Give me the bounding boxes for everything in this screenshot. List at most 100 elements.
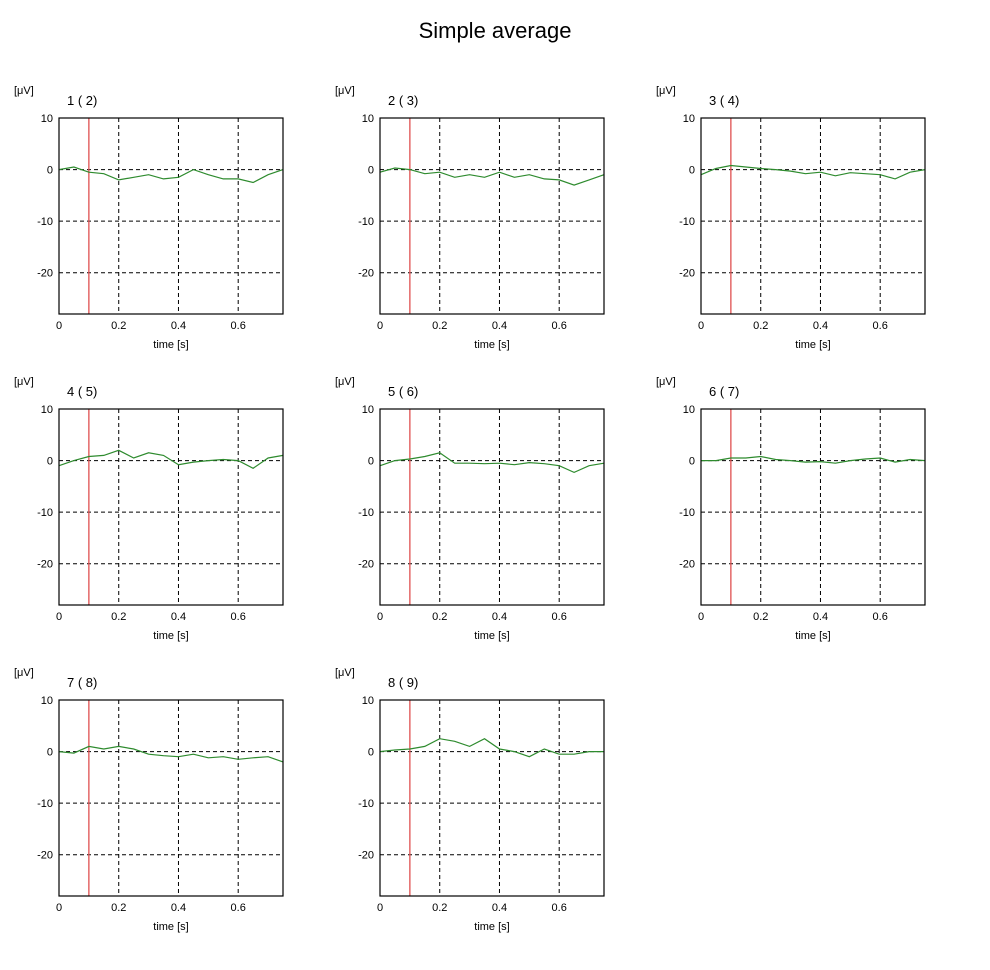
x-axis-label: time [s] xyxy=(795,630,830,642)
y-tick-label: 10 xyxy=(41,695,53,707)
y-tick-label: 10 xyxy=(362,113,374,125)
y-tick-label: 10 xyxy=(41,113,53,125)
x-tick-label: 0.6 xyxy=(231,902,246,914)
plot-frame xyxy=(379,408,605,606)
x-tick-label: 0.6 xyxy=(873,611,888,623)
x-axis-label: time [s] xyxy=(795,339,830,351)
x-tick-label: 0.6 xyxy=(873,320,888,332)
x-tick-label: 0 xyxy=(56,611,62,623)
x-tick-label: 0.6 xyxy=(231,611,246,623)
x-tick-label: 0.2 xyxy=(432,320,447,332)
panel-title: 3 ( 4) xyxy=(709,93,739,108)
y-tick-label: -10 xyxy=(679,507,695,519)
x-tick-label: 0 xyxy=(377,611,383,623)
plot-frame xyxy=(58,408,284,606)
x-tick-label: 0.2 xyxy=(753,320,768,332)
y-tick-label: -10 xyxy=(37,798,53,810)
y-tick-label: -20 xyxy=(358,559,374,571)
panel-title: 1 ( 2) xyxy=(67,93,97,108)
panel-title: 2 ( 3) xyxy=(388,93,418,108)
y-tick-label: -20 xyxy=(37,559,53,571)
unit-label: [μV] xyxy=(14,667,34,679)
y-tick-label: 0 xyxy=(368,456,374,468)
x-tick-label: 0.4 xyxy=(492,902,507,914)
y-tick-label: 10 xyxy=(683,404,695,416)
y-tick-label: 0 xyxy=(368,165,374,177)
x-tick-label: 0.4 xyxy=(171,320,186,332)
unit-label: [μV] xyxy=(656,85,676,97)
panel-2: [μV] 2 ( 3) 10 0 -10 -20 0 0.2 0.4 0.6 time [s] xyxy=(335,85,605,351)
panel-title: 8 ( 9) xyxy=(388,675,418,690)
series-line xyxy=(379,167,605,186)
plot-frame xyxy=(379,699,605,897)
x-tick-label: 0.4 xyxy=(171,611,186,623)
series-line xyxy=(58,166,284,184)
x-axis-label: time [s] xyxy=(474,921,509,933)
x-tick-label: 0.6 xyxy=(552,320,567,332)
x-tick-label: 0.2 xyxy=(432,902,447,914)
x-axis-label: time [s] xyxy=(474,630,509,642)
panel-title: 6 ( 7) xyxy=(709,384,739,399)
panel-7: [μV] 7 ( 8) 10 0 -10 -20 0 0.2 0.4 0.6 time [s] xyxy=(14,667,284,933)
series-line xyxy=(379,452,605,474)
panel-title: 7 ( 8) xyxy=(67,675,97,690)
x-tick-label: 0.6 xyxy=(552,902,567,914)
series-line xyxy=(58,449,284,469)
unit-label: [μV] xyxy=(335,85,355,97)
y-tick-label: 0 xyxy=(47,456,53,468)
unit-label: [μV] xyxy=(14,376,34,388)
y-tick-label: -20 xyxy=(37,268,53,280)
x-tick-label: 0.2 xyxy=(753,611,768,623)
y-tick-label: -20 xyxy=(37,850,53,862)
y-tick-label: 0 xyxy=(689,165,695,177)
panel-5: [μV] 5 ( 6) 10 0 -10 -20 0 0.2 0.4 0.6 time [s] xyxy=(335,376,605,642)
x-tick-label: 0.6 xyxy=(552,611,567,623)
x-tick-label: 0.2 xyxy=(111,320,126,332)
series-line xyxy=(58,745,284,763)
y-tick-label: 10 xyxy=(41,404,53,416)
y-tick-label: -10 xyxy=(679,216,695,228)
plot-frame xyxy=(700,117,926,315)
y-tick-label: 0 xyxy=(47,165,53,177)
x-tick-label: 0.2 xyxy=(432,611,447,623)
x-tick-label: 0.4 xyxy=(813,611,828,623)
x-tick-label: 0.4 xyxy=(492,320,507,332)
y-tick-label: 10 xyxy=(362,695,374,707)
x-tick-label: 0 xyxy=(377,902,383,914)
x-tick-label: 0.6 xyxy=(231,320,246,332)
unit-label: [μV] xyxy=(14,85,34,97)
y-tick-label: -20 xyxy=(358,268,374,280)
y-tick-label: -20 xyxy=(679,268,695,280)
series-line xyxy=(379,738,604,758)
x-tick-label: 0.4 xyxy=(492,611,507,623)
plot-frame xyxy=(58,117,284,315)
panel-8: [μV] 8 ( 9) 10 0 -10 -20 0 0.2 0.4 0.6 time [s] xyxy=(335,667,605,933)
y-tick-label: 0 xyxy=(47,747,53,759)
y-tick-label: -20 xyxy=(358,850,374,862)
x-axis-label: time [s] xyxy=(153,339,188,351)
series-line xyxy=(701,455,926,464)
x-tick-label: 0.2 xyxy=(111,902,126,914)
panel-1: [μV] 1 ( 2) 10 0 -10 -20 0 0.2 0.4 0.6 time [s] xyxy=(14,85,284,351)
panel-4: [μV] 4 ( 5) 10 0 -10 -20 0 0.2 0.4 0.6 time [s] xyxy=(14,376,284,642)
x-tick-label: 0.4 xyxy=(813,320,828,332)
y-tick-label: -10 xyxy=(37,216,53,228)
y-tick-label: -10 xyxy=(358,507,374,519)
panel-title: 4 ( 5) xyxy=(67,384,97,399)
y-tick-label: -10 xyxy=(358,798,374,810)
plot-frame xyxy=(379,117,605,315)
panel-6: [μV] 6 ( 7) 10 0 -10 -20 0 0.2 0.4 0.6 time [s] xyxy=(656,376,926,642)
y-tick-label: -10 xyxy=(37,507,53,519)
panel-3: [μV] 3 ( 4) 10 0 -10 -20 0 0.2 0.4 0.6 time [s] xyxy=(656,85,926,351)
x-tick-label: 0 xyxy=(56,902,62,914)
x-axis-label: time [s] xyxy=(153,921,188,933)
y-tick-label: -10 xyxy=(358,216,374,228)
y-tick-label: 0 xyxy=(689,456,695,468)
y-tick-label: 10 xyxy=(683,113,695,125)
unit-label: [μV] xyxy=(656,376,676,388)
x-axis-label: time [s] xyxy=(153,630,188,642)
x-tick-label: 0 xyxy=(698,611,704,623)
unit-label: [μV] xyxy=(335,376,355,388)
